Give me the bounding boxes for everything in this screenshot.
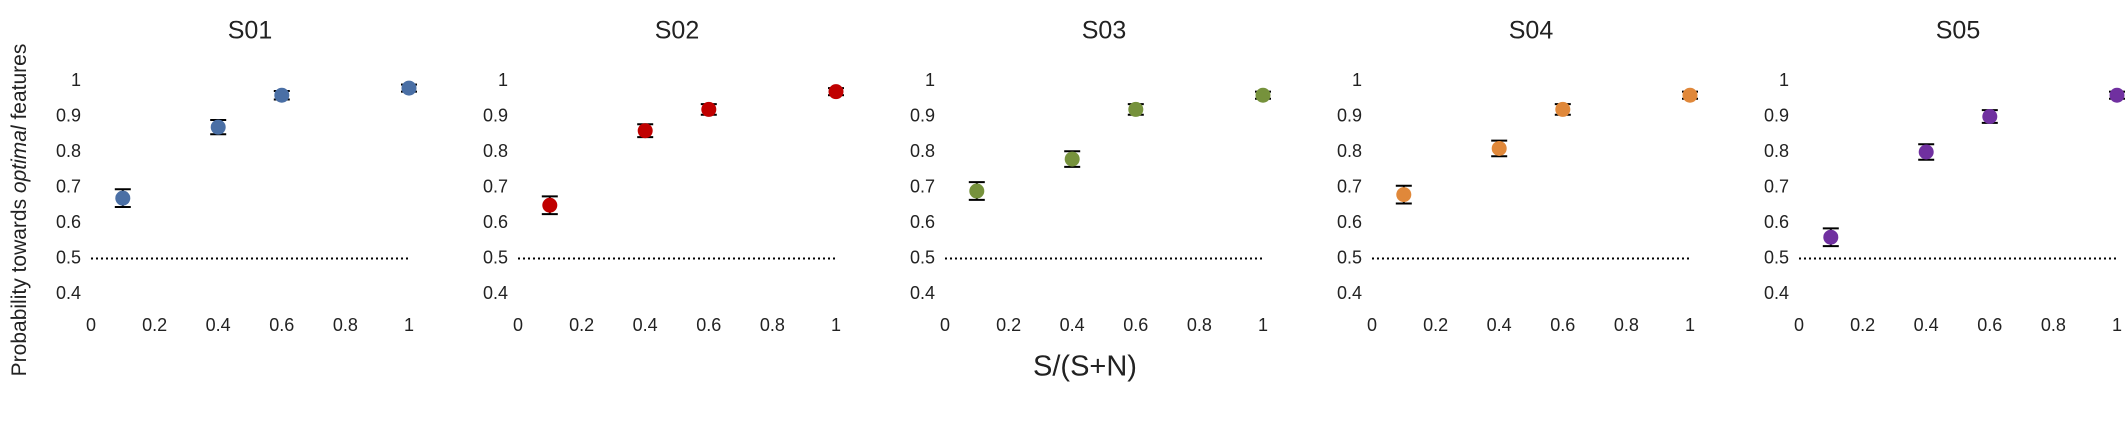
point xyxy=(828,84,844,100)
x-tick-label: 1 xyxy=(404,315,414,335)
panel-title: S03 xyxy=(1082,17,1126,45)
x-tick-label: 0.4 xyxy=(1914,315,1939,335)
x-tick-label: 0.2 xyxy=(996,315,1021,335)
y-tick-label: 0.7 xyxy=(1337,176,1362,196)
x-tick-label: 0.2 xyxy=(1850,315,1875,335)
x-tick-label: 0 xyxy=(1794,315,1804,335)
x-tick-label: 0.2 xyxy=(1423,315,1448,335)
point xyxy=(115,190,131,206)
y-tick-label: 0.8 xyxy=(56,141,81,161)
point xyxy=(1255,87,1271,103)
y-tick-label: 1 xyxy=(925,70,935,90)
y-tick-label: 0.4 xyxy=(910,283,935,303)
y-tick-label: 0.5 xyxy=(56,247,81,267)
point xyxy=(1128,101,1144,117)
panel-title: S05 xyxy=(1936,17,1980,45)
x-tick-label: 1 xyxy=(1685,315,1695,335)
x-tick-label: 0.6 xyxy=(696,315,721,335)
y-tick-label: 0.6 xyxy=(56,212,81,232)
y-tick-label: 0.9 xyxy=(483,105,508,125)
y-tick-label: 0.4 xyxy=(1764,283,1789,303)
point xyxy=(1396,187,1412,203)
y-axis-label-part: optimal xyxy=(8,124,31,193)
x-tick-label: 1 xyxy=(2112,315,2122,335)
y-tick-label: 0.4 xyxy=(483,283,508,303)
x-tick-label: 0.4 xyxy=(1060,315,1085,335)
point xyxy=(2109,87,2125,103)
y-tick-label: 1 xyxy=(1779,70,1789,90)
point xyxy=(401,80,417,96)
point xyxy=(701,101,717,117)
panel-title: S04 xyxy=(1509,17,1554,45)
y-tick-label: 0.6 xyxy=(483,212,508,232)
x-tick-label: 0.4 xyxy=(1487,315,1512,335)
point xyxy=(1982,109,1998,124)
y-tick-label: 1 xyxy=(498,70,508,90)
y-tick-label: 0.8 xyxy=(910,141,935,161)
x-tick-label: 1 xyxy=(831,315,841,335)
y-tick-label: 0.5 xyxy=(1337,247,1362,267)
y-tick-label: 0.7 xyxy=(1764,176,1789,196)
y-tick-label: 0.4 xyxy=(56,283,81,303)
y-axis-label-part: Probability towards xyxy=(8,193,31,376)
x-tick-label: 0.6 xyxy=(1123,315,1148,335)
y-tick-label: 0.5 xyxy=(910,247,935,267)
point xyxy=(274,87,290,103)
y-tick-label: 0.9 xyxy=(56,105,81,125)
x-tick-label: 0.8 xyxy=(333,315,358,335)
x-tick-label: 0.8 xyxy=(2041,315,2066,335)
point xyxy=(969,183,985,199)
y-tick-label: 0.6 xyxy=(1337,212,1362,232)
x-tick-label: 0.6 xyxy=(269,315,294,335)
x-tick-label: 0 xyxy=(940,315,950,335)
point xyxy=(1064,151,1080,167)
x-tick-label: 0.4 xyxy=(206,315,231,335)
y-tick-label: 1 xyxy=(1352,70,1362,90)
y-axis-label-part: features xyxy=(8,44,31,126)
point xyxy=(1491,140,1507,156)
y-tick-label: 0.5 xyxy=(1764,247,1789,267)
point xyxy=(1555,101,1571,117)
x-tick-label: 0.6 xyxy=(1550,315,1575,335)
x-tick-label: 0 xyxy=(513,315,523,335)
x-tick-label: 1 xyxy=(1258,315,1268,335)
point xyxy=(1823,229,1839,245)
x-tick-label: 0 xyxy=(86,315,96,335)
y-tick-label: 0.7 xyxy=(910,176,935,196)
x-tick-label: 0.6 xyxy=(1977,315,2002,335)
y-axis-label: Probability towards optimal features xyxy=(8,44,31,377)
x-tick-label: 0.4 xyxy=(633,315,658,335)
point xyxy=(210,119,226,135)
y-tick-label: 0.6 xyxy=(910,212,935,232)
panel-title: S01 xyxy=(228,17,272,45)
x-tick-label: 0.2 xyxy=(569,315,594,335)
y-tick-label: 0.4 xyxy=(1337,283,1362,303)
y-tick-label: 0.8 xyxy=(1337,141,1362,161)
y-tick-label: 0.8 xyxy=(483,141,508,161)
panel-title: S02 xyxy=(655,17,699,45)
x-tick-label: 0.2 xyxy=(142,315,167,335)
point xyxy=(1682,87,1698,103)
x-tick-label: 0.8 xyxy=(760,315,785,335)
y-tick-label: 1 xyxy=(71,70,81,90)
y-tick-label: 0.5 xyxy=(483,247,508,267)
x-tick-label: 0.8 xyxy=(1187,315,1212,335)
point xyxy=(542,197,558,213)
x-tick-label: 0.8 xyxy=(1614,315,1639,335)
point xyxy=(637,123,653,139)
x-tick-label: 0 xyxy=(1367,315,1377,335)
y-tick-label: 0.6 xyxy=(1764,212,1789,232)
y-tick-label: 0.7 xyxy=(483,176,508,196)
point xyxy=(1918,144,1934,160)
y-tick-label: 0.9 xyxy=(910,105,935,125)
y-tick-label: 0.9 xyxy=(1337,105,1362,125)
y-tick-label: 0.9 xyxy=(1764,105,1789,125)
y-tick-label: 0.7 xyxy=(56,176,81,196)
y-tick-label: 0.8 xyxy=(1764,141,1789,161)
x-axis-label: S/(S+N) xyxy=(1033,351,1137,383)
